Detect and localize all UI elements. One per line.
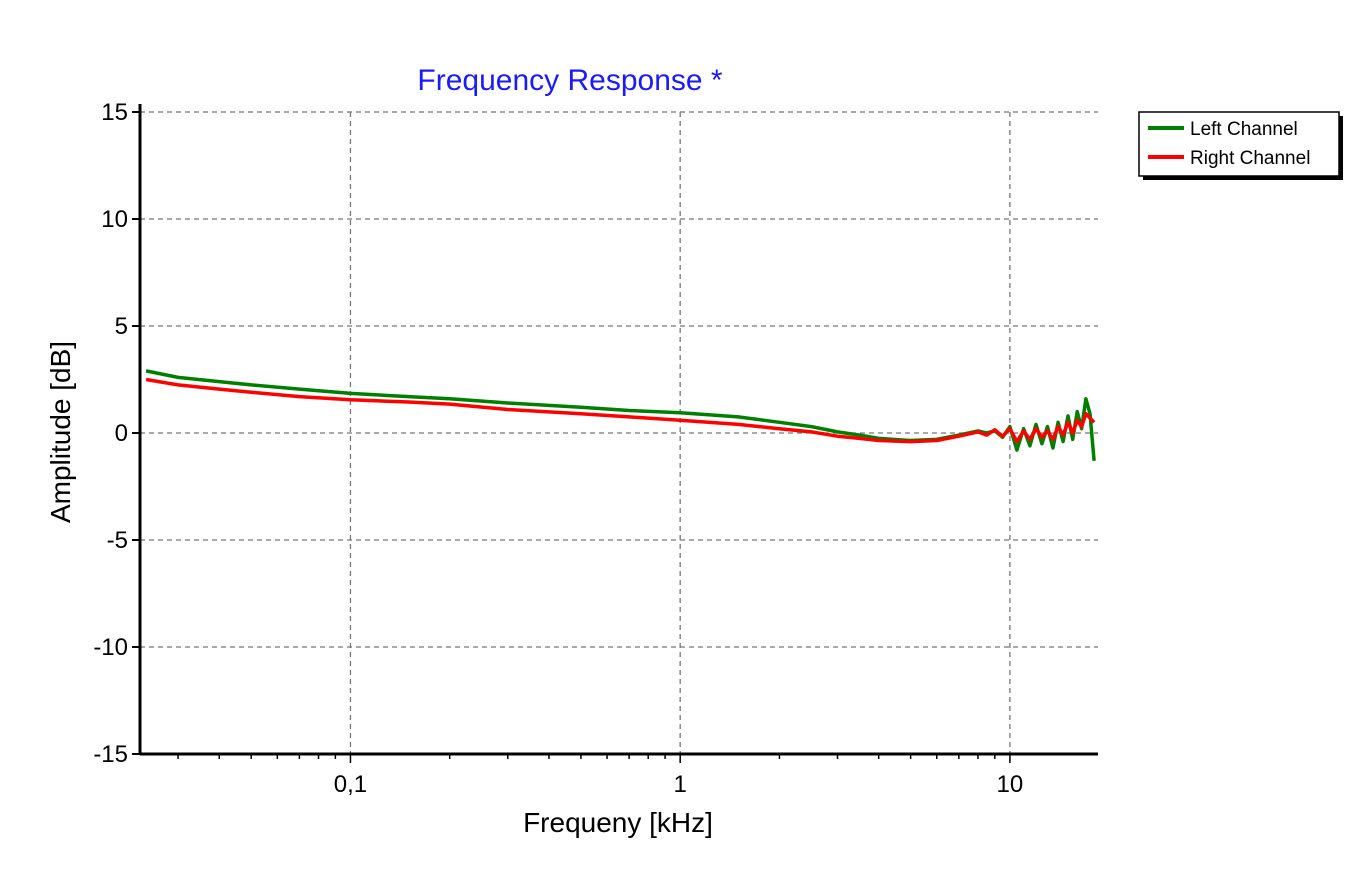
x-tick-label: 1	[674, 771, 687, 798]
y-tick-label: 15	[101, 99, 128, 126]
legend-label: Right Channel	[1190, 148, 1310, 169]
legend-label: Left Channel	[1190, 119, 1298, 140]
ticks-layer: 15 10 5 0 -5 -10 -15 0,1 1 10	[93, 99, 1023, 798]
legend-box	[1138, 111, 1340, 177]
y-tick-label: 0	[115, 420, 128, 447]
axis-layer	[138, 104, 1098, 756]
x-tick-label: 10	[997, 771, 1024, 798]
y-tick-label: 5	[115, 313, 128, 340]
y-axis-label: Amplitude [dB]	[45, 341, 76, 523]
legend: Left Channel Right Channel	[1138, 111, 1343, 180]
grid-layer	[140, 111, 1098, 754]
y-tick-label: -10	[93, 634, 128, 661]
series-line-right-channel	[145, 377, 1096, 444]
y-tick-label: -5	[107, 527, 128, 554]
y-tick-label: 10	[101, 206, 128, 233]
chart-title: Frequency Response *	[417, 64, 722, 97]
series-layer	[145, 369, 1096, 461]
x-axis-label: Frequeny [kHz]	[523, 807, 713, 838]
y-tick-label: -15	[93, 741, 128, 768]
x-tick-label: 0,1	[334, 771, 367, 798]
